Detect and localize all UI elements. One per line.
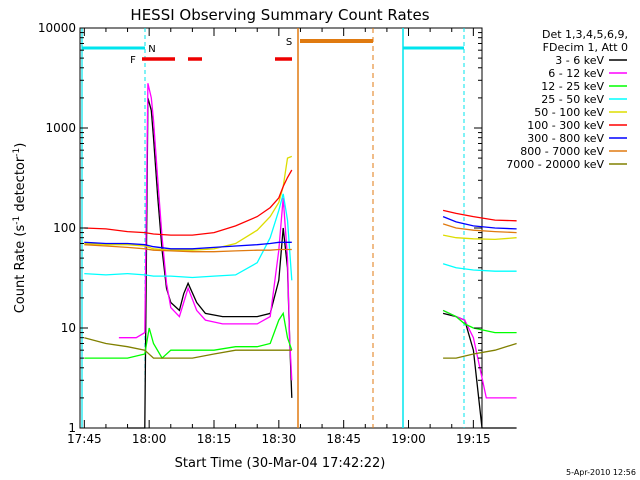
series-line [84, 155, 293, 251]
y-tick-label: 1 [68, 421, 76, 435]
series-line [442, 223, 517, 234]
series-line [443, 342, 517, 359]
series-line [442, 263, 517, 272]
series-line [442, 215, 517, 230]
y-axis-label-end: ) [13, 143, 28, 148]
time-markers: N F S [81, 28, 465, 428]
series-line [442, 234, 517, 241]
x-tick-label: 19:15 [456, 432, 491, 446]
series-line [442, 209, 517, 222]
legend-label: 7000 - 20000 keV [506, 158, 604, 171]
y-axis-label: Count Rate (s-1 detector-1) [12, 143, 28, 314]
y-axis-label-sup1: -1 [12, 216, 22, 225]
x-tick-label: 18:30 [262, 432, 297, 446]
legend-header: Det 1,3,4,5,6,9, [542, 28, 628, 41]
series-line [84, 241, 292, 250]
series-line [84, 244, 292, 253]
x-tick-label: 17:45 [67, 432, 102, 446]
series-line [442, 309, 517, 399]
y-tick-label: 10000 [38, 21, 76, 35]
y-axis-label-main: Count Rate (s [13, 225, 28, 314]
series-line [118, 83, 293, 381]
legend: Det 1,3,4,5,6,9,FDecim 1, Att 03 - 6 keV… [506, 28, 628, 171]
y-tick-label: 10 [61, 321, 76, 335]
x-tick-label: 18:15 [197, 432, 232, 446]
legend-label: 25 - 50 keV [541, 93, 604, 106]
chart-title: HESSI Observing Summary Count Rates [130, 6, 429, 24]
x-tick-label: 18:00 [132, 432, 167, 446]
series-group [84, 83, 517, 429]
series-line [84, 311, 293, 360]
y-axis-label-sup2: -1 [12, 148, 22, 157]
legend-header: FDecim 1, Att 0 [543, 41, 628, 54]
legend-label: 12 - 25 keV [541, 80, 604, 93]
legend-label: 50 - 100 keV [534, 106, 604, 119]
y-axis-label-mid: detector [13, 156, 28, 216]
y-tick-label: 1000 [45, 121, 76, 135]
legend-label: 100 - 300 keV [527, 119, 604, 132]
flag-label-n: N [148, 44, 155, 55]
footer-date: 5-Apr-2010 12:56 [566, 468, 636, 477]
series-line [84, 169, 293, 236]
x-tick-label: 18:45 [326, 432, 361, 446]
flag-label-f: F [130, 55, 136, 66]
x-tick-label: 19:00 [391, 432, 426, 446]
legend-label: 6 - 12 keV [548, 67, 604, 80]
flag-label-s: S [286, 37, 292, 48]
legend-label: 300 - 800 keV [527, 132, 604, 145]
series-line [127, 97, 293, 429]
series-line [84, 193, 293, 281]
x-axis-label: Start Time (30-Mar-04 17:42:22) [175, 456, 386, 471]
legend-label: 3 - 6 keV [555, 54, 604, 67]
series-line [442, 309, 517, 334]
legend-label: 800 - 7000 keV [520, 145, 604, 158]
y-tick-label: 100 [53, 221, 76, 235]
axes: 1 10 100 1000 10000 17:45 18:00 18:15 18:30 18:45… [38, 21, 491, 446]
series-line [84, 337, 292, 359]
svg-text:Count Rate (s-1 detector-1): Count Rate (s-1 detector-1) [12, 143, 28, 314]
